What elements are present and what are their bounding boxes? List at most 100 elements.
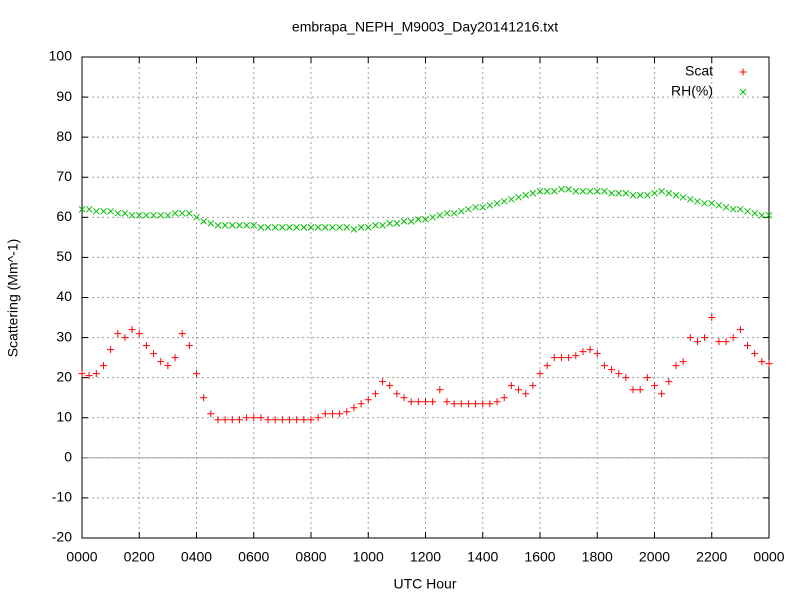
data-point <box>200 394 208 402</box>
data-point <box>436 211 444 219</box>
data-point <box>507 382 515 390</box>
data-point <box>550 354 558 362</box>
data-point <box>321 410 329 418</box>
data-point <box>729 205 737 213</box>
data-point <box>629 191 637 199</box>
data-point <box>286 224 293 231</box>
x-tick-label: 0000 <box>66 549 97 565</box>
data-point <box>336 224 343 231</box>
data-point <box>164 211 172 219</box>
data-point <box>622 374 630 382</box>
data-point <box>221 221 229 229</box>
data-point <box>107 207 114 215</box>
data-point <box>92 370 100 378</box>
data-point <box>171 354 179 362</box>
data-point <box>157 358 165 366</box>
x-tick-label: 1800 <box>582 549 613 565</box>
data-point <box>243 221 250 229</box>
data-point <box>78 370 86 378</box>
data-point <box>629 386 637 394</box>
data-point <box>479 400 487 408</box>
data-point <box>92 207 100 215</box>
data-point <box>758 211 766 219</box>
data-point <box>279 224 286 231</box>
data-point <box>536 370 544 378</box>
data-point <box>722 203 730 211</box>
data-point <box>758 358 766 366</box>
data-point <box>178 209 186 217</box>
data-point <box>651 382 658 390</box>
data-point <box>85 372 93 380</box>
data-point <box>328 410 336 418</box>
data-point <box>400 394 408 402</box>
y-tick-label: 70 <box>56 168 72 184</box>
data-point <box>622 189 630 197</box>
data-point <box>128 211 136 219</box>
data-point <box>99 362 107 370</box>
data-point <box>214 221 222 229</box>
data-point <box>143 211 150 219</box>
data-point <box>235 416 243 424</box>
data-point <box>744 342 752 350</box>
data-point <box>336 410 344 418</box>
x-tick-label: 0000 <box>753 549 784 565</box>
data-point <box>321 224 329 231</box>
data-point <box>558 185 565 193</box>
y-tick-label: 90 <box>56 88 72 104</box>
data-point <box>178 330 186 338</box>
data-point <box>593 187 601 195</box>
data-point <box>450 209 458 217</box>
data-point <box>715 338 723 346</box>
data-point <box>386 382 394 390</box>
data-point <box>651 189 658 197</box>
data-point <box>414 398 422 406</box>
data-point <box>185 209 193 217</box>
legend-label: RH(%) <box>671 83 713 99</box>
data-point <box>407 217 415 225</box>
data-point <box>264 416 272 424</box>
y-tick-label: 80 <box>56 128 72 144</box>
data-point <box>343 224 351 231</box>
data-point <box>372 221 379 229</box>
x-axis-label: UTC Hour <box>393 576 456 592</box>
data-point <box>271 224 279 231</box>
data-point <box>100 207 107 215</box>
data-point <box>407 398 415 406</box>
data-point <box>436 386 444 394</box>
y-axis-label: Scattering (Mm^-1) <box>5 239 21 358</box>
data-point <box>400 217 408 225</box>
data-point <box>264 224 272 231</box>
data-point <box>472 203 479 211</box>
data-point <box>701 199 708 207</box>
data-point <box>364 224 372 231</box>
x-tick-label: 0800 <box>295 549 326 565</box>
data-point <box>293 224 301 231</box>
data-point <box>465 205 472 213</box>
plot-frame <box>81 56 770 539</box>
data-point <box>371 390 379 398</box>
data-point <box>386 219 394 227</box>
data-point <box>464 400 472 408</box>
data-point <box>78 205 86 213</box>
data-point <box>565 185 572 193</box>
data-point <box>615 370 623 378</box>
data-point <box>672 191 680 199</box>
data-point <box>751 350 759 358</box>
x-tick-label: 2000 <box>639 549 670 565</box>
data-point <box>293 416 301 424</box>
data-point <box>185 342 193 350</box>
y-tick-label: -20 <box>52 529 72 545</box>
data-point <box>572 187 580 195</box>
data-point <box>128 326 136 334</box>
data-point <box>457 207 465 215</box>
data-point <box>601 187 608 195</box>
data-point <box>443 398 451 406</box>
data-point <box>737 205 744 213</box>
data-point <box>193 213 200 221</box>
data-point <box>450 400 458 408</box>
data-point <box>500 197 508 205</box>
data-point <box>393 219 401 227</box>
data-point <box>701 334 709 342</box>
data-point <box>736 326 744 334</box>
data-point <box>150 211 157 219</box>
